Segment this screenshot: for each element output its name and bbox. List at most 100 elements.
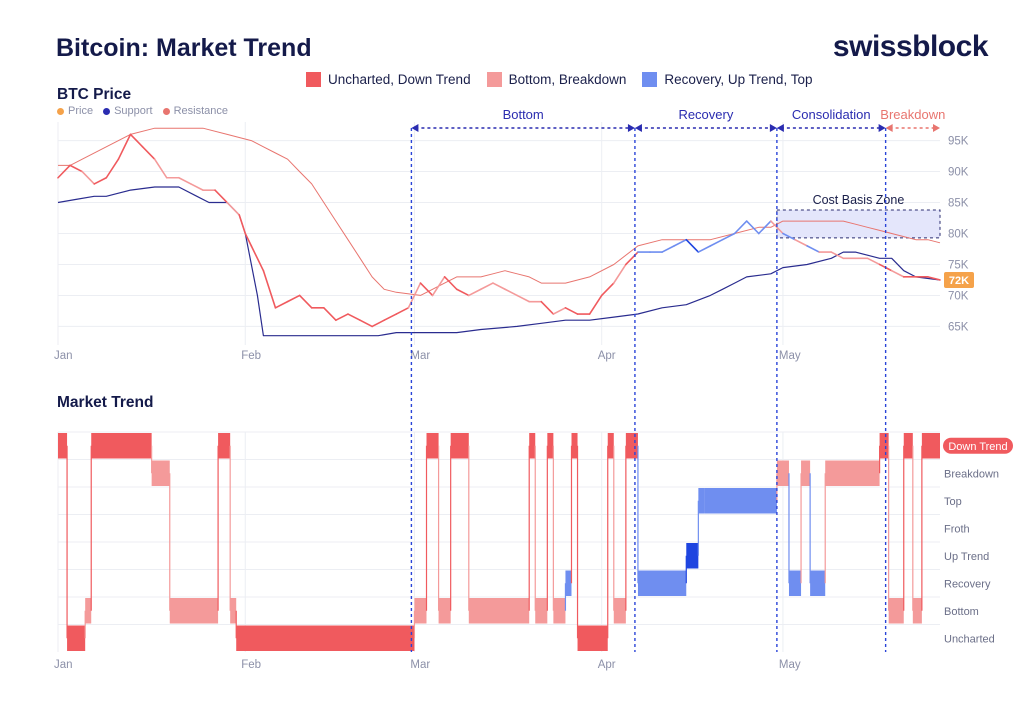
phase-arrow-head-left [776, 124, 784, 132]
price-line-segment [540, 300, 555, 315]
price-line-segment [238, 214, 247, 235]
price-line-segment [274, 300, 289, 309]
price-line-segment [262, 269, 277, 309]
phase-arrow-head-right [627, 124, 635, 132]
price-line-segment [81, 170, 96, 185]
trend-segment [686, 543, 699, 569]
price-line-segment [298, 294, 313, 309]
price-line-segment [178, 176, 192, 185]
legend-item-bottom[interactable]: Bottom, Breakdown [486, 72, 626, 87]
price-line-segment [806, 245, 820, 253]
price-x-tick-label: May [779, 350, 801, 362]
price-line-segment [244, 232, 253, 247]
trend-level-label: Froth [944, 523, 970, 535]
series-dot-resistance [162, 107, 170, 115]
trend-segment [921, 433, 940, 459]
price-line-segment [467, 288, 482, 297]
trend-segment [67, 625, 86, 651]
trend-segment [912, 598, 922, 624]
trend-segment [553, 598, 566, 624]
trend-segment [426, 433, 439, 459]
price-line-segment [347, 313, 361, 322]
price-line-segment [214, 189, 228, 204]
phase-label: Consolidation [792, 107, 871, 122]
trend-legend: Uncharted, Down Trend Bottom, Breakdown … [306, 72, 812, 87]
trend-segment [704, 488, 777, 514]
trend-segment [825, 460, 880, 486]
trend-segment [577, 625, 608, 651]
trend-segment [218, 433, 231, 459]
price-line-segment [323, 307, 337, 322]
trend-x-tick-label: Feb [241, 659, 261, 671]
series-legend-price[interactable]: Price [57, 105, 93, 117]
brand-logo: swissblock [832, 30, 989, 63]
trend-segment [801, 460, 811, 486]
series-label-support: Support [114, 105, 153, 117]
price-y-tick-label: 95K [948, 136, 969, 148]
price-line-segment [830, 251, 845, 260]
price-line-segment [407, 282, 422, 309]
price-line-segment [685, 238, 700, 253]
trend-x-tick-label: Apr [598, 659, 616, 671]
price-x-tick-label: Jan [54, 350, 73, 362]
cost-basis-zone [776, 209, 941, 239]
support-line [57, 186, 941, 337]
trend-x-tick-label: Mar [410, 659, 430, 671]
trend-segment [565, 570, 572, 596]
price-line-segment [105, 158, 120, 179]
price-line-segment [794, 238, 808, 247]
price-line-segment [697, 245, 712, 253]
trend-segment [414, 598, 427, 624]
price-line-segment [286, 294, 301, 303]
price-line-segment [757, 220, 772, 235]
phase-label: Breakdown [880, 107, 945, 122]
trend-segment [468, 598, 530, 624]
price-line-segment [57, 164, 71, 179]
trend-segment [450, 433, 469, 459]
price-line-segment [419, 282, 434, 297]
price-line-segment [443, 276, 458, 291]
trend-level-label: Recovery [944, 578, 991, 590]
series-dot-price [57, 107, 64, 115]
trend-segment [169, 598, 219, 624]
trend-segment [613, 598, 626, 624]
current-price-label: 72K [949, 275, 969, 287]
price-line-segment [504, 288, 518, 297]
price-y-tick-label: 75K [948, 259, 969, 271]
trend-segment [810, 570, 826, 596]
trend-segment [438, 598, 451, 624]
price-line-segment [770, 220, 784, 235]
phase-arrow-head-left [411, 124, 419, 132]
phase-arrow-head-left [634, 124, 642, 132]
trend-segment [776, 460, 789, 486]
legend-item-down[interactable]: Uncharted, Down Trend [306, 72, 471, 87]
series-legend-support[interactable]: Support [103, 105, 153, 117]
legend-swatch-recovery [642, 72, 658, 87]
resistance-line [58, 127, 941, 296]
trend-segment [547, 433, 554, 459]
trend-segment [535, 598, 548, 624]
trend-segment [85, 598, 92, 624]
price-line-segment [612, 263, 627, 284]
price-line-segment [866, 257, 881, 266]
trend-level-label: Bottom [944, 606, 979, 618]
trend-x-tick-label: Jan [54, 659, 73, 671]
price-line-segment [890, 269, 905, 278]
trend-level-label: Down Trend [948, 441, 1007, 453]
legend-item-recovery[interactable]: Recovery, Up Trend, Top [642, 72, 812, 87]
price-line-segment [927, 276, 941, 281]
legend-label-down: Uncharted, Down Trend [328, 72, 471, 87]
trend-level-label: Breakdown [944, 468, 999, 480]
trend-segment [230, 598, 237, 624]
price-x-tick-label: Apr [598, 350, 616, 362]
price-line-segment [226, 201, 241, 216]
price-y-tick-label: 90K [948, 167, 969, 179]
price-line-segment [431, 276, 446, 297]
series-legend-resistance[interactable]: Resistance [162, 105, 229, 117]
phase-label: Bottom [503, 107, 544, 122]
series-label-resistance: Resistance [173, 105, 229, 117]
price-line-segment [153, 158, 168, 179]
phase-arrow-head-left [885, 124, 893, 132]
phase-label: Recovery [678, 107, 733, 122]
